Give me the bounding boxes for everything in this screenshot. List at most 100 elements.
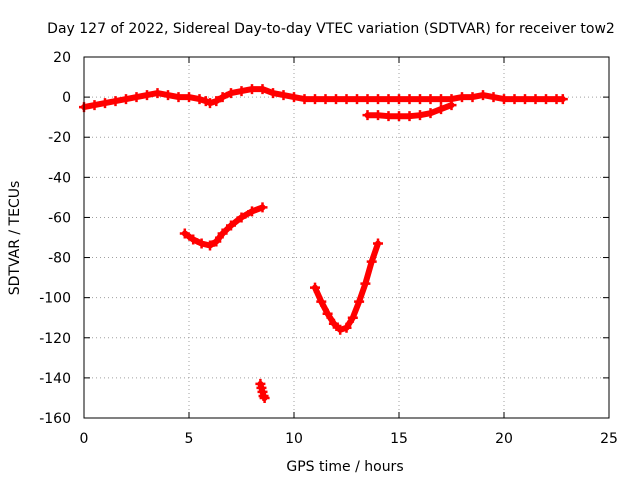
data-point bbox=[257, 84, 268, 95]
data-point bbox=[226, 220, 236, 231]
data-point bbox=[100, 98, 110, 109]
data-point bbox=[373, 238, 383, 249]
y-axis-label: SDTVAR / TECUs bbox=[7, 181, 23, 296]
data-point bbox=[322, 308, 333, 319]
data-point bbox=[152, 88, 163, 99]
data-point bbox=[404, 94, 415, 105]
data-point bbox=[362, 94, 373, 105]
series-short-segment-8h bbox=[255, 378, 270, 403]
series-main-band bbox=[79, 84, 568, 113]
data-point bbox=[236, 86, 247, 97]
data-point bbox=[217, 92, 228, 103]
data-point bbox=[257, 202, 268, 213]
data-point bbox=[89, 100, 100, 111]
y-tick-label: -120 bbox=[39, 331, 71, 347]
series-lower-short-arc bbox=[362, 100, 457, 122]
data-point bbox=[352, 94, 362, 105]
y-tick-label: -80 bbox=[48, 251, 71, 267]
data-point bbox=[436, 94, 446, 105]
data-point bbox=[509, 94, 520, 105]
y-tick-label: -100 bbox=[39, 291, 71, 307]
data-point bbox=[211, 96, 222, 107]
data-point bbox=[328, 318, 339, 329]
data-point bbox=[362, 110, 373, 121]
data-series bbox=[79, 84, 568, 403]
x-tick-label: 5 bbox=[185, 431, 194, 447]
data-point bbox=[247, 84, 257, 95]
plot-frame bbox=[83, 56, 610, 419]
data-point bbox=[415, 94, 425, 105]
y-tick-label: -140 bbox=[39, 371, 71, 387]
data-point bbox=[226, 88, 236, 99]
gridlines bbox=[84, 57, 609, 418]
y-tick-label: -160 bbox=[39, 411, 71, 427]
data-point bbox=[341, 322, 352, 333]
data-point bbox=[347, 312, 358, 323]
data-point bbox=[478, 90, 488, 101]
x-axis-label: GPS time / hours bbox=[286, 459, 403, 475]
data-point bbox=[341, 94, 352, 105]
x-tick-label: 15 bbox=[390, 431, 408, 447]
data-point bbox=[366, 256, 377, 267]
data-point bbox=[373, 94, 383, 105]
data-point bbox=[541, 94, 551, 105]
data-point bbox=[360, 278, 371, 289]
data-point bbox=[394, 111, 404, 122]
data-point bbox=[530, 94, 541, 105]
data-point bbox=[289, 92, 299, 103]
series-line bbox=[181, 204, 266, 249]
data-point bbox=[247, 206, 257, 217]
series-u-arc-11to14h bbox=[310, 238, 383, 335]
data-point bbox=[467, 92, 478, 103]
data-point bbox=[121, 94, 131, 105]
data-point bbox=[299, 94, 310, 105]
data-point bbox=[196, 238, 207, 249]
data-point bbox=[211, 236, 222, 247]
data-point bbox=[499, 94, 509, 105]
y-tick-label: 20 bbox=[53, 50, 71, 66]
data-point bbox=[173, 92, 184, 103]
y-tick-label: -60 bbox=[48, 210, 71, 226]
data-point bbox=[488, 92, 499, 103]
data-point bbox=[236, 212, 247, 223]
data-point bbox=[310, 94, 320, 105]
y-tick-label: -40 bbox=[48, 170, 71, 186]
chart-title: Day 127 of 2022, Sidereal Day-to-day VTE… bbox=[47, 21, 615, 37]
data-point bbox=[373, 110, 383, 121]
data-point bbox=[194, 94, 205, 105]
data-point bbox=[310, 282, 320, 293]
x-tick-label: 20 bbox=[495, 431, 513, 447]
data-point bbox=[131, 92, 142, 103]
data-point bbox=[268, 88, 278, 99]
data-point bbox=[217, 228, 228, 239]
data-point bbox=[415, 110, 425, 121]
data-point bbox=[205, 98, 215, 109]
data-point bbox=[110, 96, 121, 107]
y-tick-label: 0 bbox=[62, 90, 71, 106]
data-point bbox=[354, 296, 365, 307]
data-point bbox=[142, 90, 152, 101]
data-point bbox=[520, 94, 530, 105]
data-point bbox=[446, 100, 457, 111]
data-point bbox=[335, 324, 346, 335]
y-tick-label: -20 bbox=[48, 130, 71, 146]
data-point bbox=[557, 94, 568, 105]
data-point bbox=[425, 94, 436, 105]
data-point bbox=[383, 94, 394, 105]
x-tick-label: 0 bbox=[80, 431, 89, 447]
data-point bbox=[278, 90, 289, 101]
series-arc-5to8h bbox=[179, 202, 268, 251]
data-point bbox=[404, 111, 415, 122]
data-point bbox=[163, 90, 173, 101]
data-point bbox=[316, 296, 327, 307]
x-tick-label: 10 bbox=[285, 431, 303, 447]
data-point bbox=[320, 94, 331, 105]
axis-ticks: 0 5 10 15 20 25 -160 -140 -120 -100 -80 -60 -40 -20 0 2… bbox=[39, 50, 618, 447]
data-point bbox=[205, 240, 215, 251]
data-point bbox=[331, 94, 341, 105]
x-tick-label: 25 bbox=[600, 431, 618, 447]
series-line bbox=[312, 240, 381, 333]
data-point bbox=[383, 111, 394, 122]
data-point bbox=[394, 94, 404, 105]
